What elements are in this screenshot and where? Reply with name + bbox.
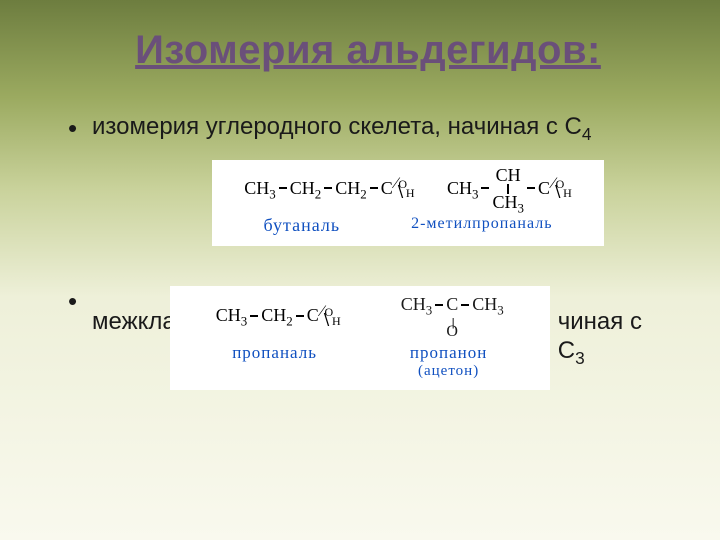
title-colon: : [587, 28, 601, 72]
bullet-list: изомерия углеродного скелета, начиная с … [64, 113, 672, 142]
molecule-butanal: CH3 CH2 CH2 C ⁄O ∖H [244, 178, 414, 199]
title-text: Изомерия альдегидов [135, 28, 587, 72]
name-butanal: бутаналь [264, 215, 341, 236]
name-acetone: (ацетон) [418, 362, 479, 380]
name-2-methylpropanal: 2-метилпропаналь [411, 215, 552, 236]
bullet-2: межкла CH3 CH2 C ⁄O [64, 286, 672, 390]
molecule-propanone: CH3 C CH3 || O [401, 294, 504, 338]
cho-group: C ⁄O ∖H [538, 178, 572, 199]
name-propanone: пропанон [410, 343, 487, 363]
bullet-1: изомерия углеродного скелета, начиная с … [64, 113, 672, 142]
name-row-2: пропаналь пропанон (ацетон) [186, 343, 534, 379]
bullet-list-2: межкла CH3 CH2 C ⁄O [64, 286, 672, 390]
bullet-1-sub: 4 [582, 124, 592, 144]
bullet-2-left: межкла [92, 286, 176, 337]
bullet-1-text: изомерия углеродного скелета, начиная с … [92, 113, 582, 140]
formula-row-1: CH3 CH2 CH2 C ⁄O ∖H CH3 CH [228, 168, 588, 209]
name-propanal: пропаналь [232, 343, 317, 379]
name-row-1: бутаналь 2-метилпропаналь [228, 215, 588, 236]
molecule-propanal: CH3 CH2 C ⁄O ∖H [216, 305, 341, 327]
slide: Изомерия альдегидов: изомерия углеродног… [0, 0, 720, 540]
cho-group: C ⁄O ∖H [307, 305, 341, 327]
formula-block-1: CH3 CH2 CH2 C ⁄O ∖H CH3 CH [212, 160, 604, 246]
formula-row-2: CH3 CH2 C ⁄O ∖H [186, 294, 534, 338]
molecule-2-methylpropanal: CH3 CH CH3 C ⁄O ∖H [447, 168, 572, 209]
bullet-2-right: чиная с С3 [558, 286, 642, 366]
slide-title: Изомерия альдегидов: [64, 28, 672, 73]
cho-group: C ⁄O ∖H [381, 178, 415, 199]
formula-block-2: CH3 CH2 C ⁄O ∖H [170, 286, 550, 390]
